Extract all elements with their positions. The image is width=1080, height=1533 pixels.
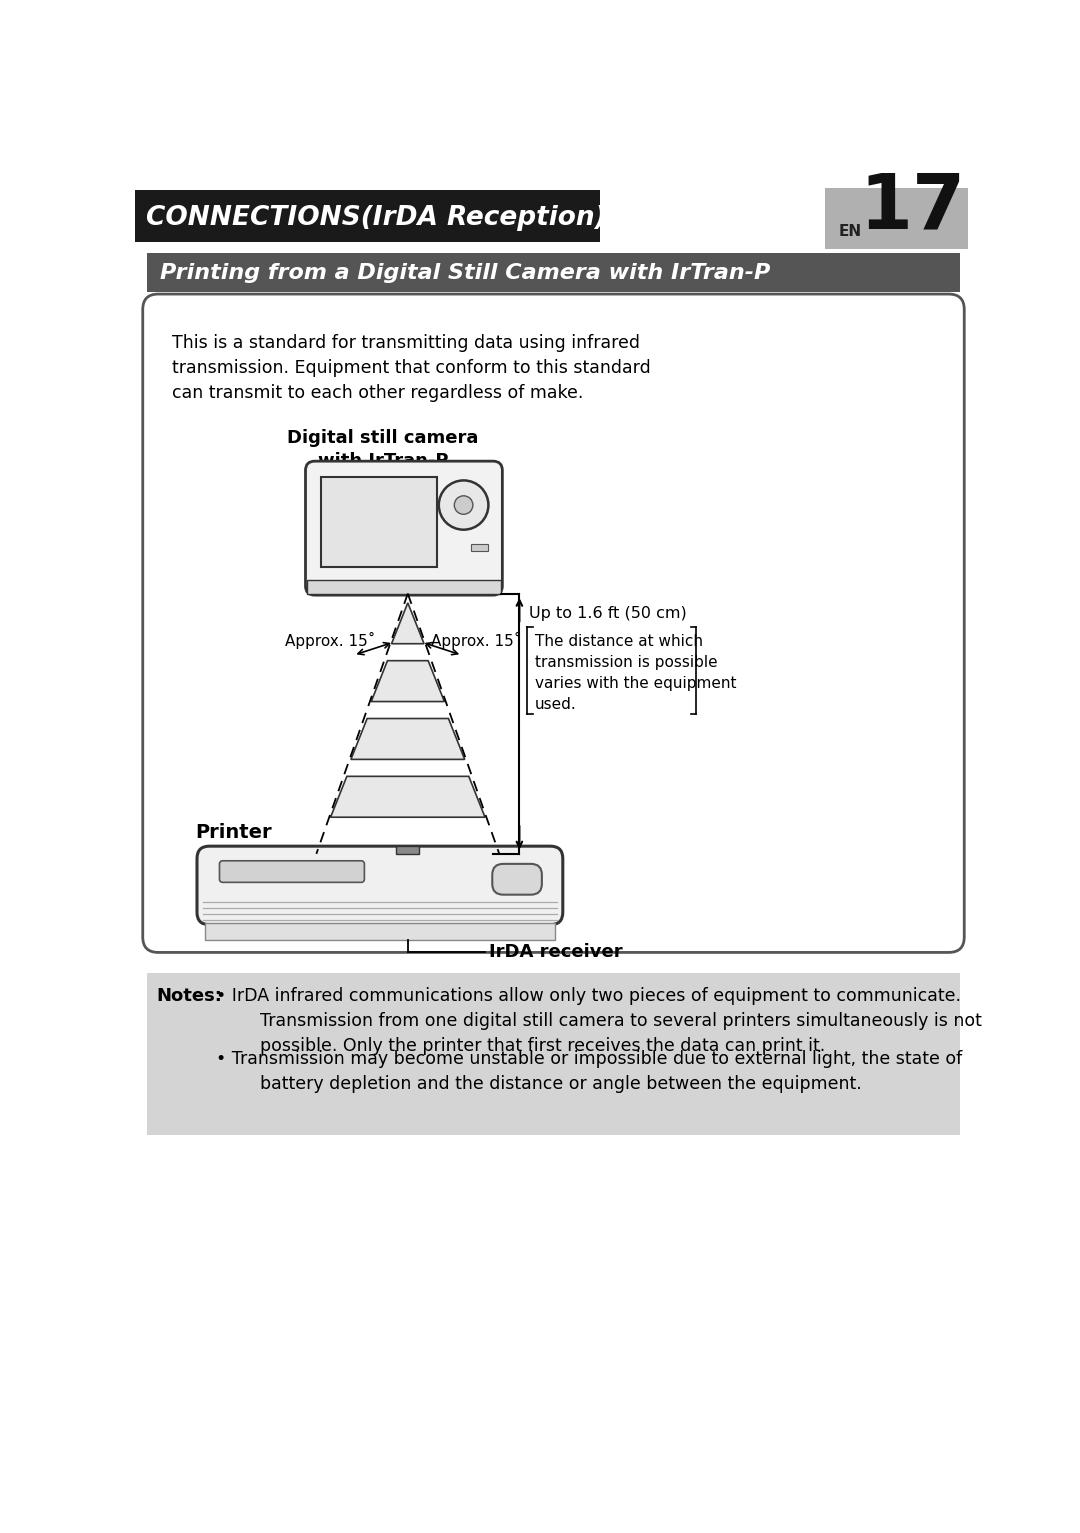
Text: Approx. 15˚: Approx. 15˚ bbox=[285, 632, 376, 648]
FancyBboxPatch shape bbox=[197, 846, 563, 924]
Circle shape bbox=[455, 495, 473, 514]
Text: Approx. 15˚: Approx. 15˚ bbox=[431, 632, 522, 648]
Text: This is a standard for transmitting data using infrared
transmission. Equipment : This is a standard for transmitting data… bbox=[172, 334, 651, 402]
Bar bbox=[135, 190, 600, 242]
Text: Printing from a Digital Still Camera with IrTran-P: Printing from a Digital Still Camera wit… bbox=[160, 264, 770, 284]
Bar bbox=[147, 973, 960, 1134]
Circle shape bbox=[438, 480, 488, 530]
Text: • Transmission may become unstable or impossible due to external light, the stat: • Transmission may become unstable or im… bbox=[216, 1050, 962, 1093]
Bar bbox=[321, 477, 437, 567]
FancyBboxPatch shape bbox=[306, 461, 502, 595]
Text: CONNECTIONS(IrDA Reception): CONNECTIONS(IrDA Reception) bbox=[146, 205, 607, 231]
Polygon shape bbox=[392, 602, 424, 644]
Text: EN: EN bbox=[839, 224, 862, 239]
Text: Printer: Printer bbox=[195, 823, 272, 842]
Text: • IrDA infrared communications allow only two pieces of equipment to communicate: • IrDA infrared communications allow onl… bbox=[216, 987, 982, 1055]
Bar bbox=[307, 579, 501, 593]
Bar bbox=[396, 846, 419, 854]
Text: Up to 1.6 ft (50 cm): Up to 1.6 ft (50 cm) bbox=[529, 606, 687, 621]
Polygon shape bbox=[330, 776, 485, 817]
Polygon shape bbox=[351, 719, 464, 759]
Bar bbox=[147, 253, 960, 291]
Text: Digital still camera
with IrTran-P: Digital still camera with IrTran-P bbox=[287, 429, 478, 471]
Bar bbox=[471, 544, 488, 552]
Polygon shape bbox=[372, 661, 444, 702]
FancyBboxPatch shape bbox=[492, 865, 542, 895]
FancyBboxPatch shape bbox=[143, 294, 964, 952]
FancyBboxPatch shape bbox=[219, 862, 364, 883]
Text: The distance at which
transmission is possible
varies with the equipment
used.: The distance at which transmission is po… bbox=[535, 633, 737, 711]
Text: Notes:: Notes: bbox=[157, 987, 222, 1006]
Bar bbox=[825, 189, 968, 250]
Text: IrDA receiver: IrDA receiver bbox=[489, 943, 623, 961]
Text: 17: 17 bbox=[860, 170, 966, 244]
Bar bbox=[205, 923, 555, 940]
